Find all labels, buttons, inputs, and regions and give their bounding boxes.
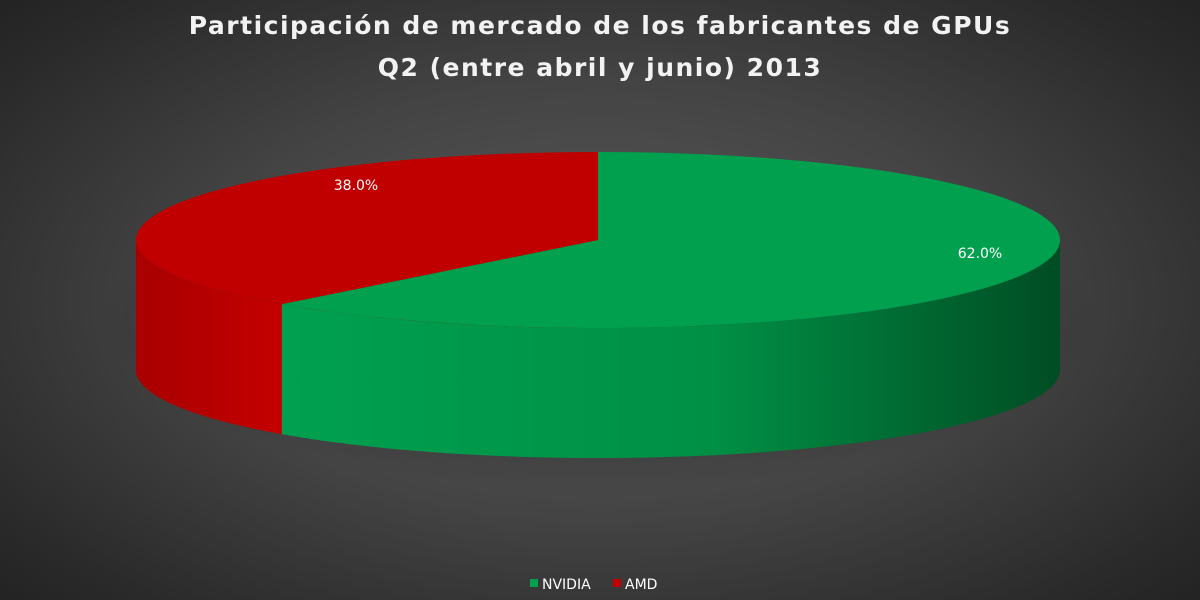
legend-swatch-amd	[613, 579, 621, 587]
pie-slice-nvidia	[281, 152, 1060, 328]
pie-side-nvidia	[281, 240, 1060, 458]
data-label-nvidia: 62.0%	[958, 246, 1002, 262]
data-labels: 62.0% 38.0%	[334, 178, 1002, 262]
pie-side-amd	[136, 240, 282, 435]
chart-title-line-2: Q2 (entre abril y junio) 2013	[378, 53, 823, 82]
legend-swatch-nvidia	[530, 579, 538, 587]
chart-title: Participación de mercado de los fabrican…	[189, 11, 1011, 82]
legend: NVIDIA AMD	[530, 577, 657, 593]
chart-title-line-1: Participación de mercado de los fabrican…	[189, 11, 1011, 40]
legend-label-nvidia: NVIDIA	[542, 577, 591, 593]
pie-slice-amd	[135, 152, 599, 305]
data-label-amd: 38.0%	[334, 178, 378, 194]
legend-label-amd: AMD	[625, 577, 657, 593]
pie-slices	[135, 152, 1060, 458]
